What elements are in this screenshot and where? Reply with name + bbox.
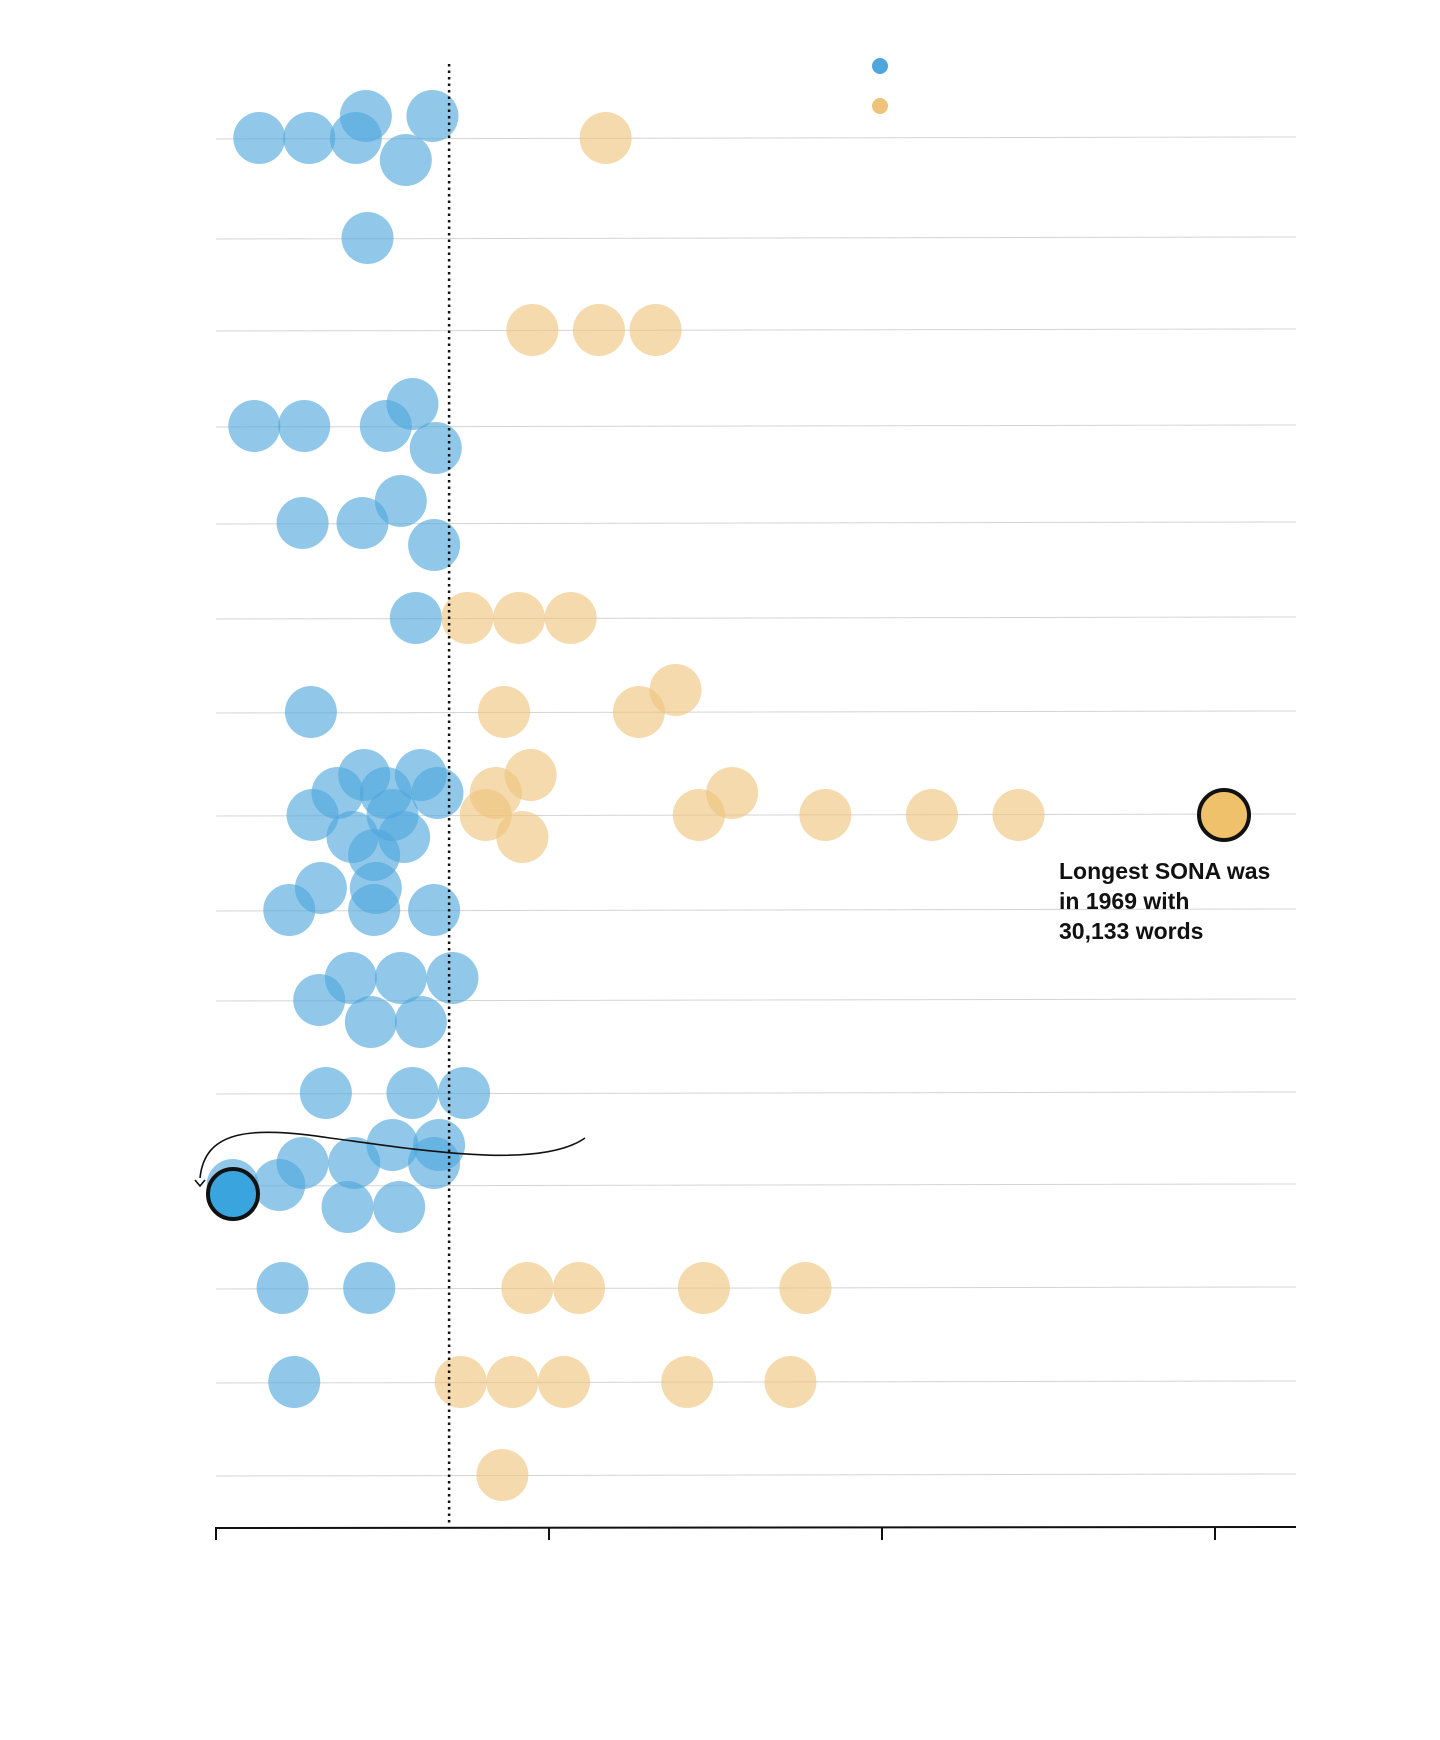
- legend-swatch-orange: [872, 98, 888, 114]
- dot-blue-row-11: [438, 1067, 491, 1119]
- gridline-row-2: [215, 236, 1297, 240]
- dot-orange-row-14: [434, 1356, 487, 1408]
- dot-blue-row-9: [294, 862, 347, 914]
- dot-blue-row-10: [344, 996, 397, 1048]
- dot-blue-row-2: [341, 212, 394, 264]
- dot-orange-row-6: [441, 592, 494, 644]
- dot-blue-row-5: [276, 497, 329, 549]
- dot-blue-row-12: [413, 1119, 466, 1171]
- gridline-row-11: [215, 1091, 1297, 1095]
- gridline-row-6: [215, 616, 1297, 620]
- highlight-shortest-dot: [206, 1167, 260, 1221]
- dot-blue-row-1: [406, 90, 459, 142]
- dot-orange-row-14: [486, 1356, 539, 1408]
- dot-orange-row-8: [496, 811, 549, 863]
- dot-blue-row-10: [426, 952, 479, 1004]
- dot-blue-row-12: [276, 1137, 329, 1189]
- dot-blue-row-13: [343, 1262, 396, 1314]
- dot-orange-row-14: [764, 1356, 817, 1408]
- gridline-row-3: [215, 328, 1297, 332]
- dot-blue-row-14: [268, 1356, 321, 1408]
- annotation-line-3: 30,133 words: [1059, 918, 1204, 944]
- gridline-row-12: [215, 1183, 1297, 1187]
- dot-orange-row-13: [677, 1262, 730, 1314]
- dot-orange-row-8: [706, 767, 759, 819]
- dot-blue-row-12: [321, 1181, 374, 1233]
- dot-orange-row-3: [572, 304, 625, 356]
- x-axis: [215, 1526, 1297, 1540]
- dot-blue-row-4: [228, 400, 281, 452]
- annotation-arrowhead: [194, 1179, 206, 1188]
- gridline-row-14: [215, 1380, 1297, 1384]
- dot-orange-row-7: [478, 686, 531, 738]
- dot-orange-row-13: [501, 1262, 554, 1314]
- dot-blue-row-9: [349, 862, 402, 914]
- annotation-line-1: Longest SONA was: [1059, 858, 1271, 884]
- series-orange: [434, 112, 1045, 1501]
- dot-orange-row-3: [629, 304, 682, 356]
- dot-blue-row-1: [283, 112, 336, 164]
- dot-orange-row-14: [661, 1356, 714, 1408]
- dot-blue-row-8: [411, 767, 464, 819]
- dot-blue-row-1: [339, 90, 392, 142]
- dot-blue-row-13: [256, 1262, 309, 1314]
- dot-blue-row-11: [386, 1067, 439, 1119]
- legend: [872, 58, 888, 114]
- highlight-markers: [206, 788, 1251, 1221]
- annotation-line-2: in 1969 with: [1059, 888, 1190, 914]
- dot-blue-row-9: [408, 884, 461, 936]
- gridline-row-13: [215, 1286, 1297, 1290]
- dot-orange-row-3: [506, 304, 559, 356]
- highlight-longest-sona-dot: [1197, 788, 1251, 842]
- dot-blue-row-8: [378, 811, 431, 863]
- dot-orange-row-14: [537, 1356, 590, 1408]
- dot-blue-row-4: [409, 422, 462, 474]
- gridline-row-7: [215, 710, 1297, 714]
- dot-orange-row-7: [649, 664, 702, 716]
- dot-orange-row-8: [992, 789, 1045, 841]
- dot-orange-row-15: [476, 1449, 529, 1501]
- dot-orange-row-6: [493, 592, 546, 644]
- dot-orange-row-13: [779, 1262, 832, 1314]
- dot-blue-row-1: [233, 112, 286, 164]
- dot-blue-row-12: [373, 1181, 426, 1233]
- dot-orange-row-8: [905, 789, 958, 841]
- x-axis-line: [215, 1526, 1297, 1529]
- gridline-row-15: [215, 1473, 1297, 1477]
- dot-blue-row-5: [408, 519, 461, 571]
- dot-blue-row-7: [284, 686, 337, 738]
- longest-sona-annotation: Longest SONA was in 1969 with 30,133 wor…: [1059, 856, 1299, 946]
- dot-blue-row-4: [386, 378, 439, 430]
- dot-blue-row-12: [366, 1119, 419, 1171]
- dot-orange-row-1: [579, 112, 632, 164]
- dot-blue-row-11: [299, 1067, 352, 1119]
- dot-blue-row-1: [379, 134, 432, 186]
- legend-swatch-blue: [872, 58, 888, 74]
- dot-blue-row-5: [336, 497, 389, 549]
- dot-blue-row-6: [389, 592, 442, 644]
- dot-orange-row-6: [544, 592, 597, 644]
- dot-blue-row-5: [374, 475, 427, 527]
- dot-blue-row-4: [278, 400, 331, 452]
- dot-orange-row-8: [504, 749, 557, 801]
- dot-blue-row-10: [394, 996, 447, 1048]
- annotation-arrow: [199, 1131, 586, 1179]
- dot-blue-row-10: [374, 952, 427, 1004]
- dot-orange-row-8: [799, 789, 852, 841]
- dot-blue-row-10: [324, 952, 377, 1004]
- dot-orange-row-13: [552, 1262, 605, 1314]
